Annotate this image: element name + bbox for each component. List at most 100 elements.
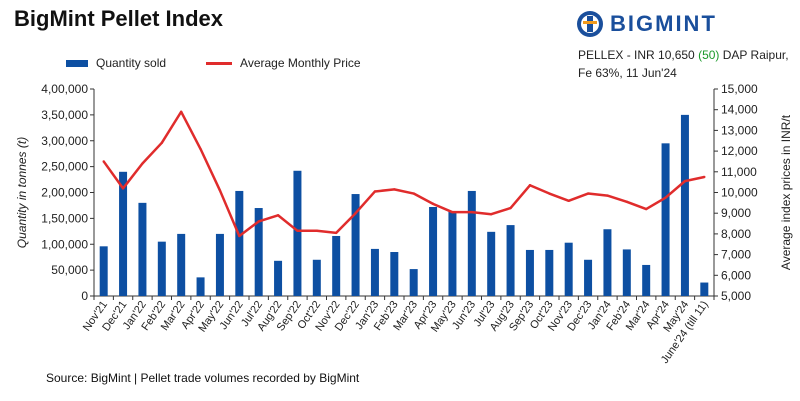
y-tick-label: 1,50,000: [41, 211, 88, 225]
legend-swatch-bars: [66, 59, 88, 67]
y-tick-label: 0: [81, 289, 88, 303]
legend: Quantity sold Average Monthly Price: [66, 56, 401, 70]
bar: [700, 282, 709, 296]
pellex-location: DAP Raipur,: [719, 48, 789, 62]
y2-tick-label: 15,000: [721, 82, 758, 96]
price-point: [644, 207, 648, 211]
bar: [525, 249, 534, 296]
bar: [584, 259, 593, 296]
bar: [467, 190, 476, 296]
y-tick-label: 1,00,000: [41, 237, 88, 251]
y-axis-label: Quantity in tonnes (t): [15, 137, 29, 248]
price-point: [625, 200, 629, 204]
bar: [293, 170, 302, 296]
bar: [564, 242, 573, 296]
price-point: [238, 234, 241, 238]
y-tick-label: 2,00,000: [41, 186, 88, 200]
chart-title: BigMint Pellet Index: [14, 6, 224, 31]
legend-label-bars: Quantity sold: [96, 56, 167, 70]
price-point: [354, 212, 357, 215]
bar: [409, 269, 418, 296]
y-tick-label: 3,00,000: [41, 134, 88, 148]
price-point: [606, 194, 609, 197]
legend-swatch-line: [206, 61, 233, 65]
bar: [642, 264, 651, 296]
price-point: [451, 210, 454, 214]
bar: [370, 248, 379, 296]
price-point: [412, 192, 415, 195]
pellex-price: PELLEX - INR 10,650: [578, 48, 699, 62]
bar: [138, 202, 147, 296]
price-point: [199, 147, 202, 151]
price-point: [218, 189, 222, 192]
bar: [312, 259, 321, 296]
price-point: [489, 213, 493, 216]
price-point: [703, 175, 706, 179]
y2-tick-label: 13,000: [721, 123, 758, 137]
bar: [274, 260, 283, 296]
price-point: [296, 229, 299, 232]
bar: [506, 225, 515, 296]
pellex-line2: Fe 63%, 11 Jun'24: [578, 66, 677, 80]
bar: [157, 241, 166, 296]
y-tick-label: 3,50,000: [41, 108, 88, 122]
y-tick-label: 2,50,000: [41, 160, 88, 174]
source-note: Source: BigMint | Pellet trade volumes r…: [46, 371, 360, 385]
price-point: [586, 192, 590, 195]
price-point: [567, 199, 570, 202]
price-point: [393, 188, 396, 191]
price-point: [683, 179, 687, 183]
y2-tick-label: 9,000: [721, 206, 751, 220]
bar: [235, 190, 244, 296]
price-point: [470, 210, 474, 214]
price-point: [160, 141, 164, 145]
bigmint-logo: BIGMINT: [576, 10, 717, 38]
bar: [351, 194, 360, 296]
y2-tick-label: 14,000: [721, 103, 758, 117]
logo-icon: [577, 11, 603, 37]
bar: [332, 235, 341, 296]
bar: [448, 211, 457, 296]
bar: [622, 249, 631, 296]
y2-tick-label: 12,000: [721, 144, 758, 158]
bar: [390, 252, 399, 296]
price-point: [431, 202, 435, 206]
y2-tick-label: 6,000: [721, 268, 751, 282]
y2-axis-label: Average index prices in INR/t: [779, 114, 793, 270]
legend-item-line: Average Monthly Price: [206, 56, 361, 70]
bar: [177, 233, 186, 296]
y2-tick-label: 11,000: [721, 165, 757, 179]
price-point: [373, 190, 377, 193]
price-point: [334, 231, 338, 235]
legend-label-line: Average Monthly Price: [240, 56, 361, 70]
bar: [487, 231, 496, 296]
price-line: [102, 110, 705, 238]
y2-tick-label: 8,000: [721, 227, 751, 241]
price-point: [141, 162, 144, 165]
y-tick-label: 50,000: [51, 263, 88, 277]
price-point: [276, 214, 280, 217]
bar: [545, 249, 554, 296]
price-point: [548, 192, 551, 195]
price-point: [528, 184, 532, 187]
price-point: [509, 206, 512, 210]
logo-text: BIGMINT: [610, 11, 717, 36]
y2-tick-label: 5,000: [721, 289, 751, 303]
bar: [119, 171, 128, 296]
pellex-line1: PELLEX - INR 10,650 (50) DAP Raipur,: [578, 46, 789, 64]
bar: [680, 114, 689, 296]
bar: [215, 233, 224, 296]
price-point: [664, 196, 667, 199]
bar: [99, 246, 108, 296]
y2-tick-label: 7,000: [721, 248, 751, 262]
price-point: [121, 187, 125, 190]
pellex-info: PELLEX - INR 10,650 (50) DAP Raipur, Fe …: [578, 46, 789, 82]
price-point: [257, 220, 260, 223]
price-point: [102, 160, 105, 163]
bar: [603, 229, 612, 296]
price-point: [315, 229, 319, 232]
bar: [254, 208, 263, 296]
y-tick-label: 4,00,000: [41, 82, 88, 96]
y2-tick-label: 10,000: [721, 186, 758, 200]
